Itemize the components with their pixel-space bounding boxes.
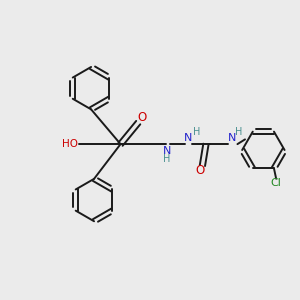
Text: HO: HO bbox=[62, 139, 78, 149]
Text: H: H bbox=[193, 127, 200, 137]
Text: H: H bbox=[235, 127, 242, 137]
Text: N: N bbox=[184, 133, 193, 142]
Text: O: O bbox=[137, 111, 147, 124]
Text: Cl: Cl bbox=[271, 178, 282, 188]
Text: N: N bbox=[228, 133, 237, 142]
Text: O: O bbox=[195, 164, 205, 177]
Text: N: N bbox=[163, 146, 171, 156]
Text: H: H bbox=[163, 154, 170, 164]
